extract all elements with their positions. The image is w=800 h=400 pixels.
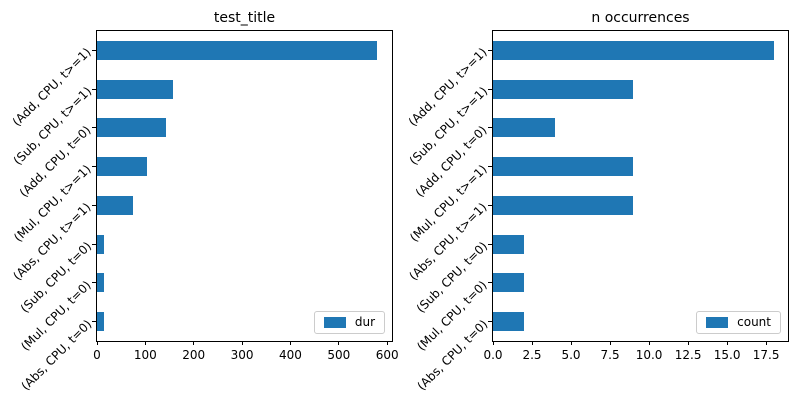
y-tick-mark (92, 88, 96, 90)
right-legend-label: count (737, 315, 771, 329)
left-legend-label: dur (354, 315, 375, 329)
x-tick-label: 5.0 (561, 348, 581, 362)
x-tick-mark (648, 341, 650, 345)
right-chart-title: n occurrences (591, 10, 690, 26)
x-tick-label: 2.5 (522, 348, 542, 362)
x-tick-label: 400 (278, 348, 302, 362)
legend-swatch-dur (323, 317, 346, 328)
legend-swatch-count (706, 317, 729, 328)
x-tick-label: 10.0 (635, 348, 663, 362)
x-tick-mark (687, 341, 689, 345)
y-tick-mark (488, 49, 492, 51)
x-tick-mark (96, 341, 98, 345)
x-tick-mark (765, 341, 767, 345)
y-tick-mark (92, 127, 96, 129)
y-tick-mark (488, 166, 492, 168)
x-tick-mark (338, 341, 340, 345)
bar-(Add, CPU, t=0) (493, 118, 556, 138)
left-legend: dur (313, 311, 385, 334)
bar-(Abs, CPU, t>=1) (97, 195, 134, 215)
bar-(Add, CPU, t>=1) (97, 40, 378, 60)
y-tick-mark (488, 243, 492, 245)
right-legend: count (696, 311, 781, 334)
x-tick-mark (193, 341, 195, 345)
right-plot-area: count (Add, CPU, t>=1) (Sub, CPU, t>=1) (A… (406, 30, 789, 393)
left-plot-area: dur (Add, CPU, t>=1) (Sub, CPU, t>=1) (Add… (10, 30, 399, 393)
bar-(Add, CPU, t>=1) (493, 40, 774, 60)
y-tick-mark (488, 204, 492, 206)
bar-(Abs, CPU, t=0) (97, 312, 105, 332)
bar-(Sub, CPU, t=0) (97, 234, 105, 254)
x-tick-mark (531, 341, 533, 345)
y-tick-mark (488, 88, 492, 90)
x-tick-label: 100 (133, 348, 157, 362)
x-tick-label: 12.5 (674, 348, 702, 362)
bar-(Abs, CPU, t=0) (493, 312, 525, 332)
x-tick-label: 600 (375, 348, 399, 362)
x-tick-label: 0.0 (483, 348, 503, 362)
y-tick-mark (92, 243, 96, 245)
bar-(Mul, CPU, t>=1) (493, 157, 634, 177)
y-tick-mark (488, 321, 492, 323)
y-tick-mark (92, 321, 96, 323)
x-tick-mark (289, 341, 291, 345)
y-tick-mark (92, 282, 96, 284)
bar-(Sub, CPU, t=0) (493, 234, 525, 254)
x-tick-label: 17.5 (752, 348, 780, 362)
bar-(Abs, CPU, t>=1) (493, 195, 634, 215)
bar-(Sub, CPU, t>=1) (493, 79, 634, 99)
y-tick-mark (488, 282, 492, 284)
bar-(Mul, CPU, t>=1) (97, 157, 148, 177)
x-tick-label: 500 (327, 348, 351, 362)
x-tick-mark (570, 341, 572, 345)
y-tick-mark (92, 49, 96, 51)
x-tick-mark (386, 341, 388, 345)
y-tick-mark (92, 204, 96, 206)
x-tick-mark (144, 341, 146, 345)
bar-(Mul, CPU, t=0) (493, 273, 525, 293)
x-tick-label: 300 (230, 348, 254, 362)
bar-(Sub, CPU, t>=1) (97, 79, 173, 99)
bar-(Add, CPU, t=0) (97, 118, 167, 138)
x-tick-label: 0 (93, 348, 101, 362)
x-tick-mark (241, 341, 243, 345)
y-tick-mark (92, 166, 96, 168)
bar-(Mul, CPU, t=0) (97, 273, 105, 293)
subplot-test-title: test_title dur (Add, CPU, t>=1) (Sub, CPU… (10, 10, 399, 393)
left-chart-title: test_title (213, 10, 276, 26)
y-tick-mark (488, 127, 492, 129)
x-tick-mark (726, 341, 728, 345)
x-tick-label: 7.5 (600, 348, 620, 362)
x-tick-mark (609, 341, 611, 345)
subplot-n-occurrences: n occurrences count (Add, CPU, t>=1) (Sub… (396, 0, 796, 400)
x-tick-mark (492, 341, 494, 345)
x-tick-label: 200 (182, 348, 206, 362)
x-tick-label: 15.0 (713, 348, 741, 362)
